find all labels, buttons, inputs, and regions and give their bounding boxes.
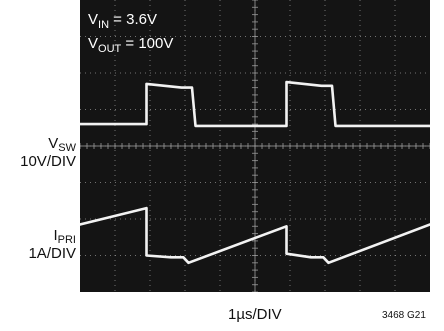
channel-scale-vsw: 10V/DIV bbox=[20, 153, 76, 170]
annotation-vin: VIN = 3.6V bbox=[88, 11, 157, 31]
figure-id: 3468 G21 bbox=[382, 310, 426, 321]
graticule bbox=[80, 0, 430, 292]
traces bbox=[80, 80, 430, 265]
trace-ipri bbox=[80, 206, 430, 265]
channel-label-ipri: IPRI bbox=[53, 227, 76, 246]
channel-scale-ipri: 1A/DIV bbox=[28, 245, 76, 262]
trace-vsw bbox=[80, 80, 430, 128]
x-axis-label: 1µs/DIV bbox=[228, 306, 282, 323]
annotation-vout: VOUT = 100V bbox=[88, 35, 173, 55]
oscilloscope-screen: VIN = 3.6V VOUT = 100V bbox=[80, 0, 430, 292]
channel-label-vsw: VSW bbox=[48, 135, 76, 154]
